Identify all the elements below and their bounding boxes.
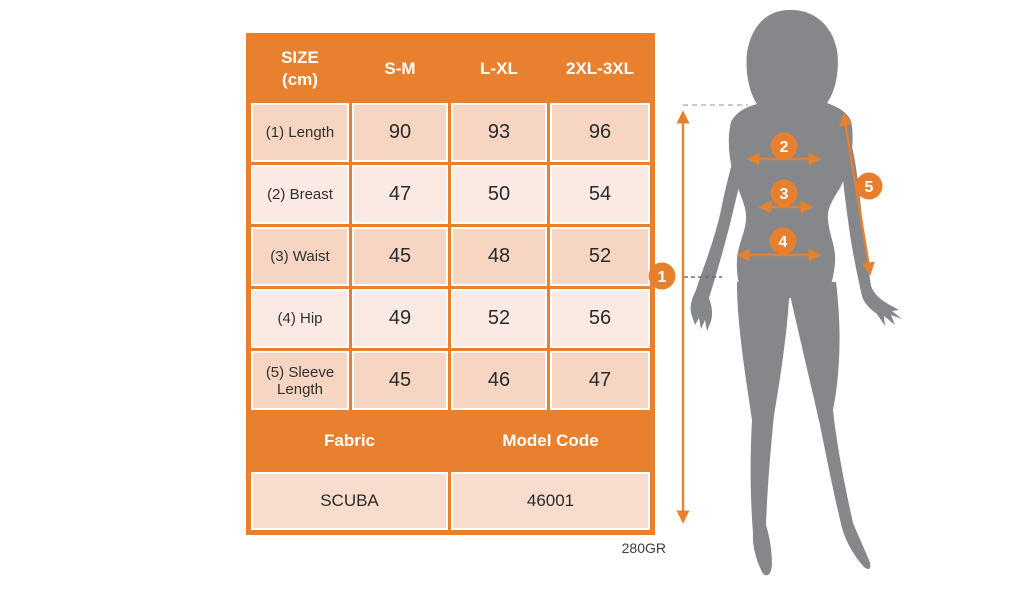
silhouette-right-leg [790, 282, 871, 570]
breast-l-xl: 50 [451, 165, 547, 224]
length-2xl-3xl: 96 [550, 103, 650, 162]
marker-badges: 1 2 3 4 5 [648, 132, 883, 290]
marker-1-badge [648, 262, 676, 290]
model-code-header: Model Code [502, 431, 599, 450]
sleeve-l-xl: 46 [451, 351, 547, 410]
marker-3-badge [770, 179, 798, 207]
table-row-sleeve-length: (5) Sleeve Length 45 46 47 [251, 351, 650, 410]
col-header-l-xl: L-XL [480, 59, 518, 78]
table-row-length: (1) Length 90 93 96 [251, 103, 650, 162]
measurement-figure: 1 2 3 4 5 [648, 9, 902, 576]
marker-3-number: 3 [780, 186, 789, 203]
length-s-m: 90 [352, 103, 448, 162]
silhouette-right-arm [838, 118, 902, 326]
col-header-s-m: S-M [384, 59, 416, 78]
fabric-header: Fabric [323, 431, 376, 450]
header-row: SIZE (cm) S-M L-XL 2XL-3XL [251, 38, 650, 100]
marker-2-badge [770, 132, 798, 160]
sleeve-2xl-3xl: 47 [550, 351, 650, 410]
waist-2xl-3xl: 52 [550, 227, 650, 286]
marker-1-number: 1 [658, 269, 667, 286]
col-header-2xl-3xl: 2XL-3XL [565, 59, 635, 78]
row-label-waist: (3) Waist [251, 227, 349, 286]
size-chart-panel: SIZE (cm) S-M L-XL 2XL-3XL (1) Length 90… [246, 33, 666, 556]
fabric-header-row: Fabric Model Code [251, 413, 650, 469]
row-label-breast: (2) Breast [251, 165, 349, 224]
row-label-length: (1) Length [251, 103, 349, 162]
sleeve-s-m: 45 [352, 351, 448, 410]
table-row-waist: (3) Waist 45 48 52 [251, 227, 650, 286]
fabric-values-row: SCUBA 46001 [251, 472, 650, 530]
table-row-breast: (2) Breast 47 50 54 [251, 165, 650, 224]
hip-l-xl: 52 [451, 289, 547, 348]
waist-l-xl: 48 [451, 227, 547, 286]
hip-2xl-3xl: 56 [550, 289, 650, 348]
size-table: SIZE (cm) S-M L-XL 2XL-3XL (1) Length 90… [246, 33, 655, 535]
size-unit-header: SIZE (cm) [281, 47, 319, 89]
breast-2xl-3xl: 54 [550, 165, 650, 224]
row-label-sleeve-length: (5) Sleeve Length [251, 351, 349, 410]
table-row-hip: (4) Hip 49 52 56 [251, 289, 650, 348]
marker-5-badge [855, 172, 883, 200]
breast-s-m: 47 [352, 165, 448, 224]
waist-s-m: 45 [352, 227, 448, 286]
row-label-hip: (4) Hip [251, 289, 349, 348]
marker-4-badge [769, 227, 797, 255]
woman-silhouette [690, 9, 902, 576]
fabric-value: SCUBA [251, 472, 448, 530]
length-l-xl: 93 [451, 103, 547, 162]
sleeve-arrow [839, 112, 875, 276]
hip-s-m: 49 [352, 289, 448, 348]
model-code-value: 46001 [451, 472, 650, 530]
fabric-weight-note: 280GR [621, 540, 666, 556]
silhouette-left-leg [737, 282, 790, 576]
marker-5-number: 5 [865, 179, 874, 196]
marker-2-number: 2 [780, 139, 789, 156]
marker-4-number: 4 [779, 234, 788, 251]
